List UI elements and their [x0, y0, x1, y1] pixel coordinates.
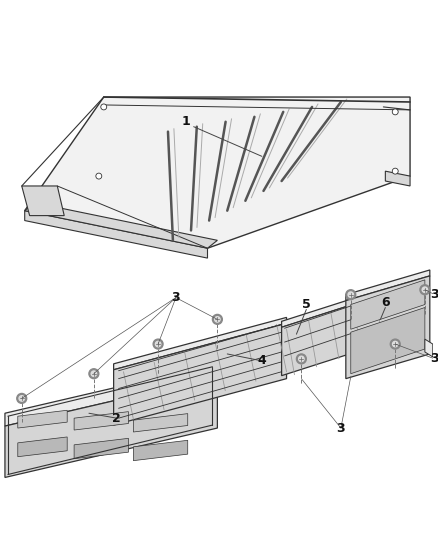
Polygon shape — [25, 97, 410, 248]
Polygon shape — [22, 186, 64, 216]
Circle shape — [390, 339, 400, 349]
Circle shape — [346, 290, 356, 300]
Circle shape — [299, 356, 304, 361]
Text: 5: 5 — [302, 298, 311, 311]
Circle shape — [153, 339, 163, 349]
Text: 1: 1 — [181, 115, 190, 128]
Text: 3: 3 — [336, 422, 345, 434]
Polygon shape — [134, 440, 188, 461]
Polygon shape — [282, 296, 381, 376]
Circle shape — [392, 341, 398, 347]
Circle shape — [392, 168, 398, 174]
Circle shape — [348, 292, 353, 297]
Polygon shape — [74, 438, 128, 459]
Polygon shape — [113, 324, 286, 425]
Text: 4: 4 — [258, 354, 266, 367]
Circle shape — [17, 393, 27, 403]
Polygon shape — [385, 171, 410, 186]
Polygon shape — [5, 377, 217, 478]
Polygon shape — [5, 364, 217, 426]
Text: 2: 2 — [112, 411, 121, 425]
Circle shape — [19, 395, 25, 401]
Polygon shape — [346, 276, 430, 378]
Polygon shape — [74, 411, 128, 430]
Polygon shape — [18, 410, 67, 428]
Circle shape — [212, 314, 223, 324]
Polygon shape — [18, 437, 67, 457]
Polygon shape — [346, 270, 430, 301]
Text: 3: 3 — [430, 352, 438, 366]
Text: 6: 6 — [381, 296, 390, 309]
Circle shape — [101, 104, 107, 110]
Circle shape — [155, 341, 161, 347]
Circle shape — [91, 371, 97, 376]
Polygon shape — [282, 290, 381, 327]
Polygon shape — [425, 339, 433, 357]
Circle shape — [422, 287, 427, 293]
Polygon shape — [351, 280, 425, 329]
Circle shape — [297, 354, 306, 364]
Text: 3: 3 — [172, 291, 180, 304]
Polygon shape — [25, 211, 208, 258]
Circle shape — [420, 285, 430, 295]
Circle shape — [215, 317, 220, 322]
Polygon shape — [25, 203, 217, 248]
Polygon shape — [351, 308, 425, 374]
Polygon shape — [134, 414, 188, 432]
Text: 3: 3 — [430, 288, 438, 301]
Circle shape — [96, 173, 102, 179]
Circle shape — [89, 369, 99, 378]
Circle shape — [392, 109, 398, 115]
Polygon shape — [113, 317, 286, 370]
